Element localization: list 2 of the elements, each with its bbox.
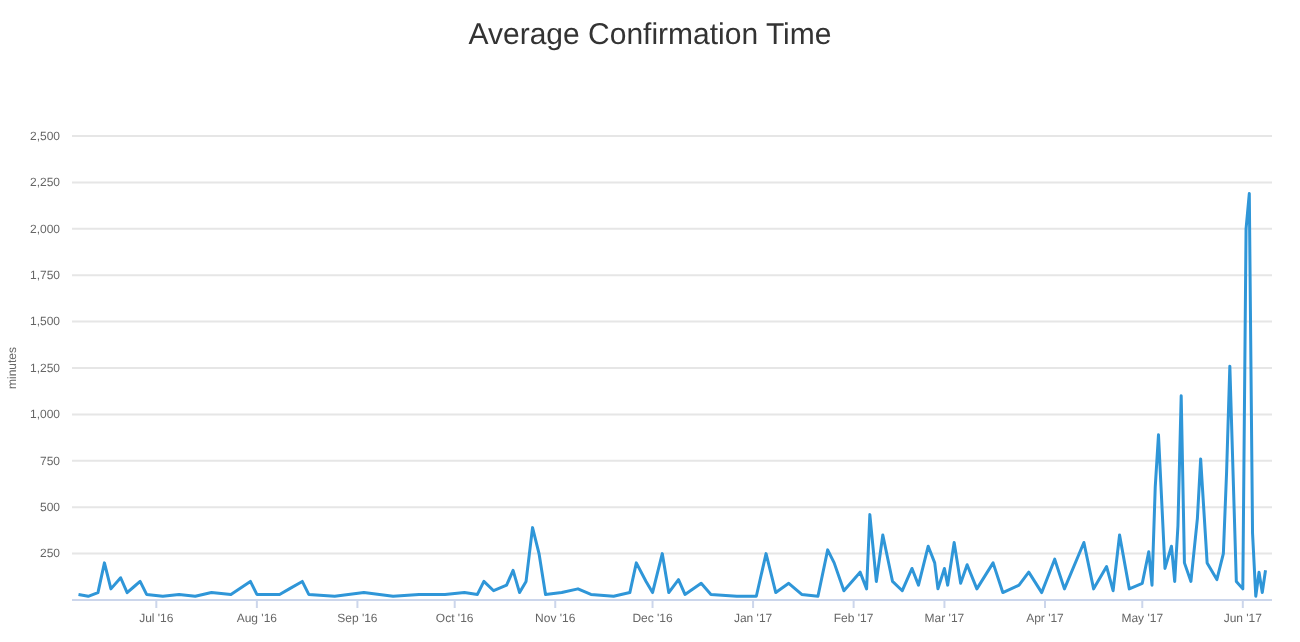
line-series [76, 192, 1268, 598]
chart-title: Average Confirmation Time [468, 18, 832, 52]
